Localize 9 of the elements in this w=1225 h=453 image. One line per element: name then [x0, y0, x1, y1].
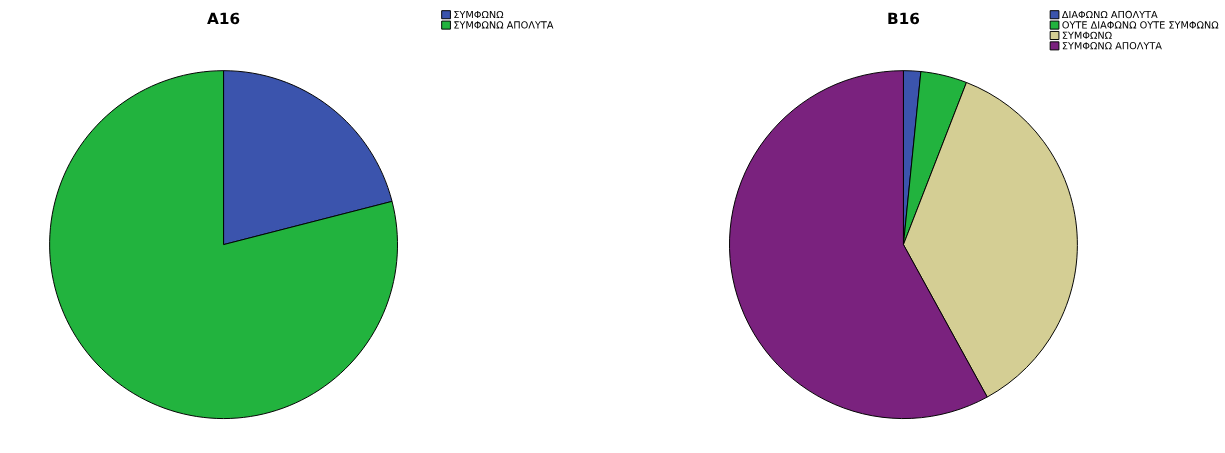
chart-title: A16 — [207, 12, 240, 25]
legend-label: ΣΥΜΦΩΝΩ ΑΠΟΛΥΤΑ — [454, 21, 554, 29]
legend-label: ΣΥΜΦΩΝΩ — [1062, 31, 1112, 39]
pie-slice — [49, 70, 398, 420]
legend-label: ΔΙΑΦΩΝΩ ΑΠΟΛΥΤΑ — [1061, 10, 1158, 19]
legend-label: ΟΥΤΕ ΔΙΑΦΩΝΩ ΟΥΤΕ ΣΥΜΦΩΝΩ — [1062, 21, 1219, 29]
legend-label: ΣΥΜΦΩΝΩ — [454, 10, 504, 19]
legend-label: ΣΥΜΦΩΝΩ ΑΠΟΛΥΤΑ — [1062, 42, 1162, 50]
chart-title: B16 — [888, 12, 920, 25]
